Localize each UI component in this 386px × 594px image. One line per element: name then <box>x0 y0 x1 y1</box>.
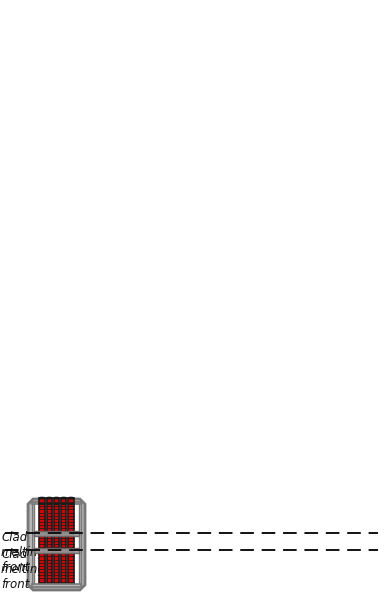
Ellipse shape <box>61 498 66 499</box>
Bar <box>32 503 34 584</box>
Ellipse shape <box>68 503 73 504</box>
Bar <box>68 498 73 504</box>
Ellipse shape <box>68 498 73 499</box>
Ellipse shape <box>68 584 73 585</box>
Bar <box>61 498 66 504</box>
Bar <box>34 531 80 536</box>
Ellipse shape <box>61 503 66 504</box>
Ellipse shape <box>68 503 73 504</box>
Ellipse shape <box>39 503 45 504</box>
Ellipse shape <box>39 584 45 585</box>
Bar <box>61 503 66 584</box>
Ellipse shape <box>54 498 59 499</box>
Bar <box>80 503 81 584</box>
Bar <box>59 503 61 584</box>
Ellipse shape <box>54 584 59 585</box>
Ellipse shape <box>39 503 45 504</box>
Ellipse shape <box>54 503 59 504</box>
Ellipse shape <box>54 503 59 504</box>
Text: Clad
melting
front: Clad melting front <box>1 531 46 574</box>
Ellipse shape <box>47 503 52 504</box>
Ellipse shape <box>47 503 52 504</box>
Ellipse shape <box>61 584 66 585</box>
Bar <box>39 498 45 504</box>
Polygon shape <box>32 503 81 586</box>
Bar <box>32 502 81 504</box>
Bar <box>32 584 81 587</box>
Bar <box>68 503 73 584</box>
Polygon shape <box>28 499 85 590</box>
Ellipse shape <box>61 503 66 504</box>
Bar <box>39 503 45 584</box>
Bar <box>66 503 68 584</box>
Text: Clad
melting
front: Clad melting front <box>1 548 46 592</box>
Bar <box>34 548 80 553</box>
Ellipse shape <box>47 584 52 585</box>
Bar <box>47 498 52 504</box>
Bar <box>47 503 52 584</box>
Bar <box>45 503 46 584</box>
Bar <box>52 503 54 584</box>
Bar <box>54 503 59 584</box>
Bar <box>54 498 59 504</box>
Ellipse shape <box>47 498 52 499</box>
Ellipse shape <box>39 498 45 499</box>
